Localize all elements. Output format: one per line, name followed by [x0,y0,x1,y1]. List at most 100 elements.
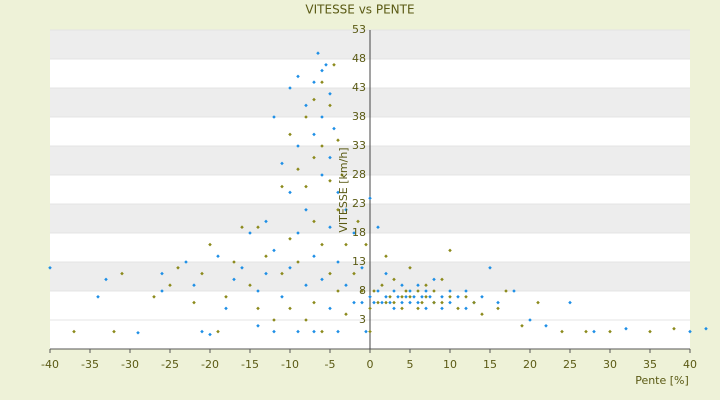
data-point [312,329,316,334]
data-point [608,329,612,334]
data-point [480,312,484,316]
data-point [288,190,292,195]
data-point [296,231,300,235]
data-point [288,266,292,270]
data-point [400,300,404,305]
y-tick-label: 48 [352,52,366,65]
data-point [256,306,260,311]
data-point [584,329,588,334]
data-point [312,132,316,137]
data-point [320,144,324,148]
data-point [208,332,212,337]
data-point [440,295,444,299]
data-point [360,300,364,305]
data-point [440,277,444,282]
x-tick-label: 35 [643,358,657,371]
data-point [400,283,404,287]
data-point [320,329,324,334]
data-point [424,283,428,287]
x-tick-label: 0 [367,358,374,371]
data-point [400,295,404,299]
data-point [240,266,244,270]
data-point [368,196,372,200]
data-point [320,68,324,73]
data-point [420,295,424,299]
data-point [408,295,412,299]
data-point [280,295,284,299]
x-tick-label: -35 [81,358,99,371]
data-point [448,248,452,253]
data-point [200,271,204,276]
data-point [336,289,340,293]
data-point [448,300,452,305]
data-point [224,295,228,299]
data-point [376,300,380,305]
data-point [384,295,388,299]
data-point [264,254,268,258]
data-point [112,329,116,334]
data-point [272,115,276,119]
data-point [344,208,348,212]
data-point [72,329,76,334]
data-point [216,254,220,258]
data-point [496,306,500,311]
data-point [344,312,348,316]
data-point [232,260,236,264]
data-point [264,271,268,276]
data-point [296,74,300,79]
data-point [312,80,316,84]
data-point [320,277,324,282]
data-point [312,219,316,224]
data-point [208,242,212,247]
data-point [160,271,164,276]
data-point [340,173,344,177]
data-point [328,306,332,311]
data-point [296,260,300,264]
data-point [136,330,140,335]
x-tick-label: 40 [683,358,697,371]
data-point [344,242,348,247]
data-point [104,277,108,282]
data-point [416,300,420,305]
data-point [432,277,436,282]
data-point [184,260,188,264]
data-point [168,283,172,287]
data-point [432,300,436,305]
data-point [400,306,404,311]
data-point [288,237,292,241]
data-point [496,300,500,305]
y-tick-label: 18 [352,226,366,239]
data-point [536,300,540,305]
data-point [352,300,356,305]
data-point [372,300,376,305]
data-point [304,103,308,108]
data-point [424,289,428,293]
data-point [368,329,372,334]
data-point [464,295,468,299]
data-point [384,271,388,276]
data-point [264,219,268,224]
data-point [408,266,412,270]
data-point [456,306,460,311]
data-point [480,295,484,299]
data-point [408,300,412,305]
x-axis-label: Pente [%] [635,374,689,387]
data-point [324,63,328,67]
data-point [48,266,52,270]
data-point [160,289,164,293]
data-point [200,329,204,334]
data-point [456,295,460,299]
data-point [320,173,324,177]
data-point [320,80,324,84]
data-point [304,115,308,119]
data-point [440,300,444,305]
data-point [304,318,308,322]
data-point [448,289,452,293]
data-point [464,306,468,311]
data-point [312,300,316,305]
data-point [376,289,380,293]
data-point [152,295,156,299]
y-tick-label: 13 [352,255,366,268]
data-point [328,155,332,160]
x-tick-label: 20 [523,358,537,371]
